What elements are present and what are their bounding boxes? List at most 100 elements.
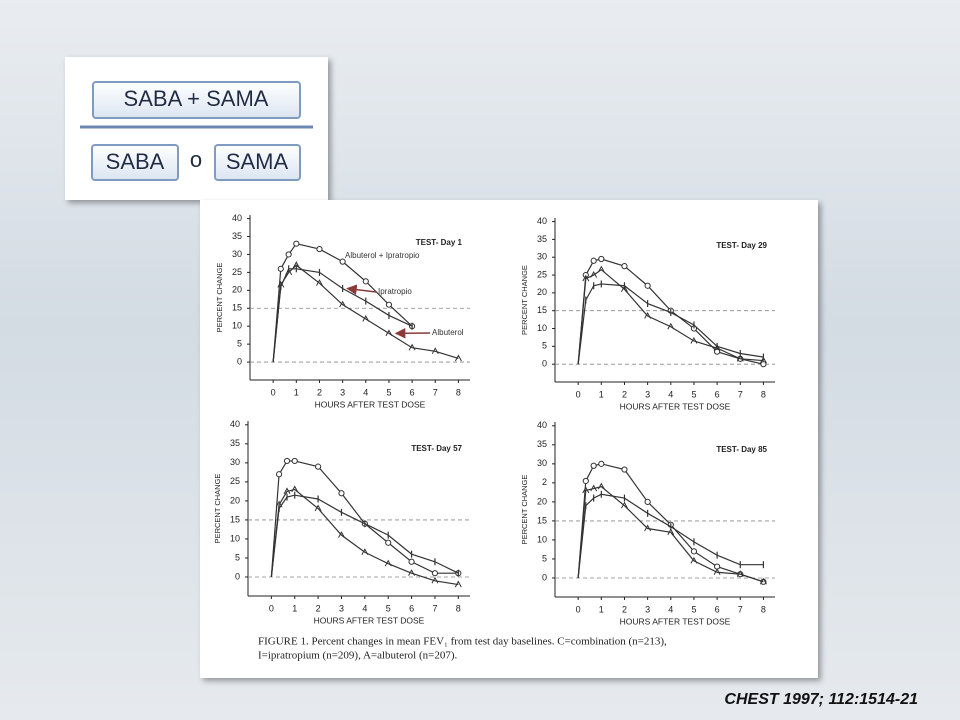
x-tick-label: 8 xyxy=(761,389,766,399)
y-tick-label: 15 xyxy=(537,515,547,525)
or-label: o xyxy=(190,147,202,172)
x-tick-label: 7 xyxy=(738,389,743,399)
y-tick-label: 10 xyxy=(232,321,242,331)
y-tick-label: 40 xyxy=(232,213,242,223)
marker-triangle xyxy=(690,556,698,564)
x-tick-label: 2 xyxy=(622,604,627,614)
x-tick-label: 3 xyxy=(645,389,650,399)
x-tick-label: 1 xyxy=(599,604,604,614)
sama-label: SAMA xyxy=(226,149,289,174)
marker-triangle xyxy=(621,501,628,509)
x-tick-label: 5 xyxy=(691,389,696,399)
x-tick-label: 2 xyxy=(622,389,627,399)
marker-triangle xyxy=(454,354,462,362)
marker-triangle xyxy=(590,270,598,278)
marker-circle xyxy=(408,558,415,565)
series-label: Albuterol xyxy=(432,328,464,337)
series-line xyxy=(577,486,764,583)
x-tick-label: 4 xyxy=(363,387,368,397)
marker-triangle xyxy=(597,482,605,490)
series-line xyxy=(272,264,459,363)
marker-circle xyxy=(621,263,628,270)
x-tick-label: 7 xyxy=(433,387,438,397)
marker-circle xyxy=(690,548,698,555)
marker-triangle xyxy=(385,329,393,337)
x-tick-label: 3 xyxy=(340,387,345,397)
y-axis-label: PERCENT CHANGE xyxy=(520,475,529,545)
y-tick-label: 15 xyxy=(230,514,240,524)
x-axis-label: HOURS AFTER TEST DOSE xyxy=(314,615,425,625)
y-tick-label: 25 xyxy=(232,267,242,277)
x-tick-label: 6 xyxy=(409,603,414,613)
y-tick-label: 30 xyxy=(232,249,242,259)
y-tick-label: 40 xyxy=(537,216,547,226)
x-tick-label: 5 xyxy=(691,604,696,614)
marker-circle xyxy=(621,466,628,473)
marker-triangle xyxy=(759,577,767,585)
y-tick-label: 30 xyxy=(537,458,547,468)
marker-circle xyxy=(293,240,300,247)
label-arrow xyxy=(346,284,377,295)
x-tick-label: 6 xyxy=(715,389,720,399)
y-tick-label: 5 xyxy=(237,339,242,349)
y-tick-label: 2 xyxy=(542,477,547,487)
marker-triangle xyxy=(431,347,439,355)
marker-circle xyxy=(431,570,439,577)
marker-circle xyxy=(644,498,651,505)
marker-circle xyxy=(714,348,721,355)
x-tick-label: 8 xyxy=(456,387,461,397)
y-tick-label: 0 xyxy=(235,571,240,581)
y-tick-label: 30 xyxy=(230,457,240,467)
marker-triangle xyxy=(291,485,299,493)
caption: I=ipratropium (n=209), A=albuterol (n=20… xyxy=(258,650,457,662)
y-tick-label: 20 xyxy=(537,287,547,297)
y-tick-label: 10 xyxy=(537,534,547,544)
marker-circle xyxy=(590,257,597,264)
marker-triangle xyxy=(644,524,652,532)
y-tick-label: 40 xyxy=(230,419,240,429)
x-tick-label: 3 xyxy=(339,603,344,613)
y-tick-label: 0 xyxy=(542,572,547,582)
marker-triangle xyxy=(736,354,744,362)
marker-triangle xyxy=(285,268,293,276)
marker-circle xyxy=(362,278,369,285)
marker-triangle xyxy=(582,486,590,494)
x-tick-label: 0 xyxy=(576,389,581,399)
saba-label: SABA xyxy=(106,149,165,174)
marker-triangle xyxy=(339,300,347,308)
x-tick-label: 4 xyxy=(362,603,367,613)
marker-triangle xyxy=(283,487,291,495)
marker-triangle xyxy=(597,265,605,273)
y-tick-label: 35 xyxy=(232,231,242,241)
x-axis-label: HOURS AFTER TEST DOSE xyxy=(315,399,426,409)
marker-triangle xyxy=(582,274,590,282)
y-tick-label: 15 xyxy=(537,305,547,315)
x-tick-label: 1 xyxy=(294,387,299,397)
chart-title: TEST- Day 29 xyxy=(716,241,767,250)
x-tick-label: 5 xyxy=(386,387,391,397)
chart-title: TEST- Day 1 xyxy=(416,238,463,247)
marker-circle xyxy=(385,301,393,308)
marker-triangle xyxy=(314,504,322,512)
marker-triangle xyxy=(621,285,628,293)
chart-title: TEST- Day 85 xyxy=(716,445,767,454)
marker-circle xyxy=(598,460,605,467)
marker-triangle xyxy=(361,548,369,555)
y-tick-label: 15 xyxy=(232,303,242,313)
marker-circle xyxy=(277,265,284,272)
y-axis-label: PERCENT CHANGE xyxy=(215,263,224,333)
x-tick-label: 2 xyxy=(316,603,321,613)
y-tick-label: 10 xyxy=(230,533,240,543)
marker-triangle xyxy=(713,568,721,576)
y-axis-label: PERCENT CHANGE xyxy=(520,265,529,335)
marker-circle xyxy=(291,457,298,465)
saba-box xyxy=(91,144,179,181)
y-tick-label: 35 xyxy=(537,439,547,449)
x-tick-label: 2 xyxy=(317,387,322,397)
marker-circle xyxy=(283,457,291,465)
x-tick-label: 4 xyxy=(668,389,673,399)
marker-triangle xyxy=(338,531,345,538)
marker-triangle xyxy=(408,343,416,351)
y-tick-label: 20 xyxy=(537,496,547,506)
